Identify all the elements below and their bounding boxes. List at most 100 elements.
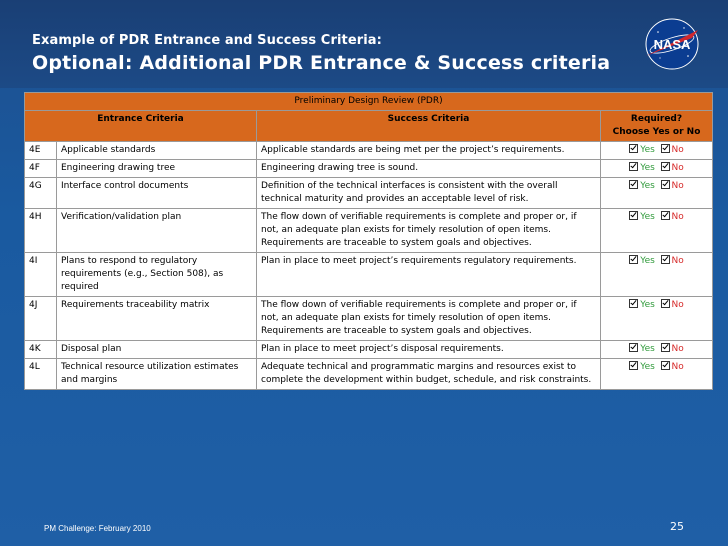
- table-caption-row: Preliminary Design Review (PDR): [23, 92, 714, 111]
- yes-option[interactable]: Yes: [629, 299, 655, 310]
- criteria-id: 4F: [24, 159, 57, 178]
- success-criteria: The flow down of verifiable requirements…: [256, 208, 601, 253]
- success-criteria: Definition of the technical interfaces i…: [256, 177, 601, 209]
- checkbox-checked-icon: [629, 299, 639, 308]
- criteria-id: 4L: [24, 358, 57, 390]
- success-criteria: Applicable standards are being met per t…: [256, 141, 601, 160]
- nasa-logo: NASA: [645, 18, 699, 70]
- checkbox-checked-icon: [660, 180, 670, 189]
- success-criteria: Adequate technical and programmatic marg…: [256, 358, 601, 390]
- checkbox-checked-icon: [629, 162, 639, 171]
- no-label: No: [671, 145, 684, 155]
- yes-option[interactable]: Yes: [629, 255, 655, 266]
- checkbox-checked-icon: [660, 361, 670, 370]
- entrance-criteria: Requirements traceability matrix: [56, 296, 257, 341]
- checkbox-checked-icon: [660, 144, 670, 153]
- criteria-id: 4J: [24, 296, 57, 341]
- yes-label: Yes: [640, 212, 655, 222]
- yes-label: Yes: [640, 300, 655, 310]
- checkbox-checked-icon: [660, 343, 670, 352]
- required-choice: Yes No: [599, 159, 714, 178]
- checkbox-checked-icon: [660, 299, 670, 308]
- no-label: No: [671, 181, 684, 191]
- table-row: 4E Applicable standards Applicable standar…: [24, 141, 714, 160]
- checkbox-checked-icon: [629, 343, 639, 352]
- entrance-criteria: Disposal plan: [56, 340, 257, 359]
- table-caption: Preliminary Design Review (PDR): [23, 92, 714, 111]
- yes-label: Yes: [640, 362, 655, 372]
- nasa-logo-text: NASA: [654, 37, 691, 52]
- criteria-table: Preliminary Design Review (PDR) Entrance…: [23, 92, 714, 390]
- no-option[interactable]: No: [660, 361, 684, 372]
- required-choice: Yes No: [599, 177, 714, 209]
- criteria-id: 4G: [24, 177, 57, 209]
- entrance-criteria: Engineering drawing tree: [56, 159, 257, 178]
- checkbox-checked-icon: [629, 211, 639, 220]
- yes-option[interactable]: Yes: [629, 211, 655, 222]
- no-label: No: [671, 256, 684, 266]
- table-row: 4F Engineering drawing tree Engineering dr…: [24, 159, 714, 178]
- entrance-criteria: Interface control documents: [56, 177, 257, 209]
- success-criteria: Engineering drawing tree is sound.: [256, 159, 601, 178]
- required-choice: Yes No: [599, 208, 714, 253]
- slide-subtitle: Example of PDR Entrance and Success Crit…: [32, 33, 382, 48]
- yes-label: Yes: [640, 163, 655, 173]
- yes-label: Yes: [640, 256, 655, 266]
- no-option[interactable]: No: [660, 144, 684, 155]
- checkbox-checked-icon: [660, 211, 670, 220]
- table-row: 4K Disposal plan Plan in place to meet pro…: [24, 340, 714, 359]
- no-option[interactable]: No: [660, 211, 684, 222]
- required-choice: Yes No: [599, 358, 714, 390]
- no-option[interactable]: No: [660, 255, 684, 266]
- slide-title: Optional: Additional PDR Entrance & Succ…: [32, 52, 611, 74]
- no-option[interactable]: No: [660, 299, 684, 310]
- yes-label: Yes: [640, 344, 655, 354]
- yes-option[interactable]: Yes: [629, 144, 655, 155]
- no-label: No: [671, 212, 684, 222]
- table-row: 4J Requirements traceability matrix The fl…: [24, 296, 714, 341]
- success-criteria: Plan in place to meet project’s requirem…: [256, 252, 601, 297]
- footer-event: PM Challenge: February 2010: [44, 524, 151, 533]
- entrance-criteria: Applicable standards: [56, 141, 257, 160]
- entrance-criteria: Plans to respond to regulatory requireme…: [56, 252, 257, 297]
- table-row: 4I Plans to respond to regulatory require…: [24, 252, 714, 297]
- table-row: 4L Technical resource utilization estimat…: [24, 358, 714, 390]
- required-choice: Yes No: [599, 296, 714, 341]
- no-option[interactable]: No: [660, 343, 684, 354]
- checkbox-checked-icon: [660, 162, 670, 171]
- no-option[interactable]: No: [660, 180, 684, 191]
- checkbox-checked-icon: [629, 144, 639, 153]
- success-criteria: Plan in place to meet project’s disposal…: [256, 340, 601, 359]
- yes-label: Yes: [640, 181, 655, 191]
- no-label: No: [671, 362, 684, 372]
- required-choice: Yes No: [599, 340, 714, 359]
- success-criteria: The flow down of verifiable requirements…: [256, 296, 601, 341]
- table-body: 4E Applicable standards Applicable standar…: [24, 141, 714, 390]
- page-number: 25: [670, 520, 684, 533]
- entrance-criteria: Verification/validation plan: [56, 208, 257, 253]
- yes-label: Yes: [640, 145, 655, 155]
- checkbox-checked-icon: [660, 255, 670, 264]
- criteria-id: 4K: [24, 340, 57, 359]
- entrance-criteria: Technical resource utilization estimates…: [56, 358, 257, 390]
- checkbox-checked-icon: [629, 255, 639, 264]
- criteria-id: 4H: [24, 208, 57, 253]
- yes-option[interactable]: Yes: [629, 343, 655, 354]
- no-label: No: [671, 300, 684, 310]
- no-label: No: [671, 344, 684, 354]
- yes-option[interactable]: Yes: [629, 162, 655, 173]
- criteria-id: 4E: [24, 141, 57, 160]
- yes-option[interactable]: Yes: [629, 180, 655, 191]
- header-success-criteria: Success Criteria: [256, 110, 601, 142]
- required-choice: Yes No: [599, 141, 714, 160]
- header-required: Required? Choose Yes or No: [599, 110, 714, 142]
- table-row: 4G Interface control documents Definition …: [24, 177, 714, 209]
- required-choice: Yes No: [599, 252, 714, 297]
- checkbox-checked-icon: [629, 180, 639, 189]
- header-required-line2: Choose Yes or No: [612, 127, 701, 137]
- criteria-id: 4I: [24, 252, 57, 297]
- yes-option[interactable]: Yes: [629, 361, 655, 372]
- header-entrance-criteria: Entrance Criteria: [24, 110, 257, 142]
- no-option[interactable]: No: [660, 162, 684, 173]
- title-band: [0, 0, 728, 88]
